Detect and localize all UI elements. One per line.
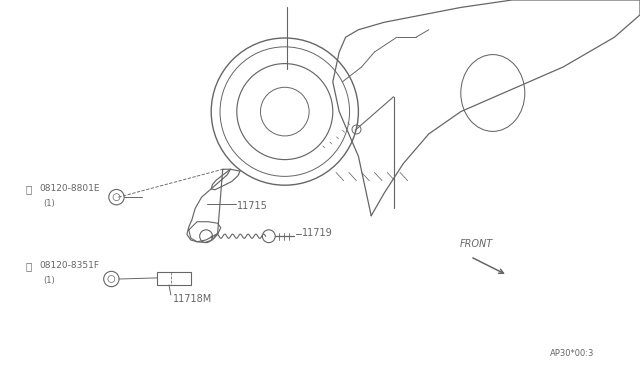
Text: 11719: 11719 [302, 228, 333, 237]
Text: 11718M: 11718M [173, 294, 212, 304]
Text: 11715: 11715 [237, 202, 268, 211]
Text: FRONT: FRONT [460, 239, 493, 249]
Text: 08120-8351F: 08120-8351F [40, 261, 100, 270]
Text: (1): (1) [43, 199, 54, 208]
Text: Ⓑ: Ⓑ [26, 261, 32, 271]
Text: 08120-8801E: 08120-8801E [40, 184, 100, 193]
Text: Ⓑ: Ⓑ [26, 184, 32, 194]
Text: (1): (1) [43, 276, 54, 285]
Text: AP30*00:3: AP30*00:3 [550, 349, 595, 358]
